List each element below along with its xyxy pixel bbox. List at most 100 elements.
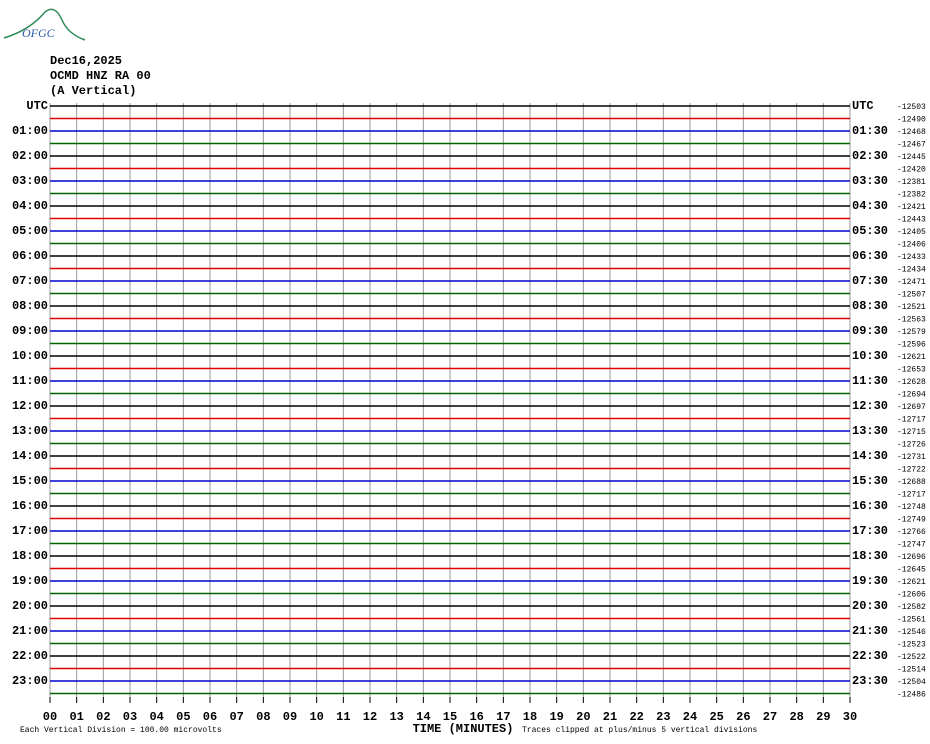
x-tick-label: 10 — [309, 710, 323, 724]
trace-offset: -12514 — [897, 666, 926, 675]
trace-offset: -12582 — [897, 603, 926, 612]
left-time-label: 23:00 — [12, 674, 48, 688]
right-time-label: 16:30 — [852, 499, 888, 513]
left-time-label: 16:00 — [12, 499, 48, 513]
right-time-label: 15:30 — [852, 474, 888, 488]
trace-offset: -12696 — [897, 553, 926, 562]
trace-offset: -12433 — [897, 253, 926, 262]
trace-offset: -12434 — [897, 266, 926, 275]
right-time-label: UTC — [852, 99, 874, 113]
left-time-label: 17:00 — [12, 524, 48, 538]
left-time-label: 20:00 — [12, 599, 48, 613]
trace-offset: -12694 — [897, 391, 926, 400]
left-time-label: 04:00 — [12, 199, 48, 213]
trace-offset: -12722 — [897, 466, 926, 475]
scale-note: Each Vertical Division = 100.00 microvol… — [20, 726, 222, 735]
x-tick-label: 23 — [656, 710, 670, 724]
trace-offset: -12749 — [897, 516, 926, 525]
right-time-label: 18:30 — [852, 549, 888, 563]
trace-offset: -12688 — [897, 478, 926, 487]
x-tick-label: 17 — [496, 710, 510, 724]
x-tick-label: 22 — [629, 710, 643, 724]
trace-offset: -12717 — [897, 491, 926, 500]
trace-offset: -12443 — [897, 216, 926, 225]
right-time-label: 19:30 — [852, 574, 888, 588]
left-time-label: 02:00 — [12, 149, 48, 163]
right-time-label: 07:30 — [852, 274, 888, 288]
trace-offset: -12606 — [897, 591, 926, 600]
right-time-label: 20:30 — [852, 599, 888, 613]
left-time-label: 09:00 — [12, 324, 48, 338]
trace-offset: -12731 — [897, 453, 926, 462]
trace-offset: -12697 — [897, 403, 926, 412]
right-time-label: 10:30 — [852, 349, 888, 363]
trace-offset: -12748 — [897, 503, 926, 512]
x-tick-label: 04 — [149, 710, 163, 724]
x-axis-label: TIME (MINUTES) — [413, 722, 514, 736]
trace-offset: -12726 — [897, 441, 926, 450]
right-time-label: 09:30 — [852, 324, 888, 338]
x-tick-label: 05 — [176, 710, 190, 724]
x-tick-label: 18 — [523, 710, 537, 724]
x-tick-label: 30 — [843, 710, 857, 724]
x-tick-label: 20 — [576, 710, 590, 724]
x-tick-label: 26 — [736, 710, 750, 724]
trace-offset: -12561 — [897, 616, 926, 625]
left-time-label: 19:00 — [12, 574, 48, 588]
trace-offset: -12503 — [897, 103, 926, 112]
right-time-label: 23:30 — [852, 674, 888, 688]
left-time-label: 10:00 — [12, 349, 48, 363]
trace-offset: -12523 — [897, 641, 926, 650]
x-tick-label: 28 — [789, 710, 803, 724]
left-time-label: 07:00 — [12, 274, 48, 288]
trace-offset: -12382 — [897, 191, 926, 200]
trace-offset: -12467 — [897, 141, 926, 150]
trace-offset: -12421 — [897, 203, 926, 212]
trace-offset: -12653 — [897, 366, 926, 375]
x-tick-label: 24 — [683, 710, 697, 724]
trace-offset: -12628 — [897, 378, 926, 387]
trace-offset: -12405 — [897, 228, 926, 237]
x-tick-label: 00 — [43, 710, 57, 724]
x-tick-label: 06 — [203, 710, 217, 724]
left-time-label: 12:00 — [12, 399, 48, 413]
right-time-label: 14:30 — [852, 449, 888, 463]
right-time-label: 04:30 — [852, 199, 888, 213]
left-time-label: 21:00 — [12, 624, 48, 638]
trace-offset: -12645 — [897, 566, 926, 575]
right-time-label: 05:30 — [852, 224, 888, 238]
trace-offset: -12381 — [897, 178, 926, 187]
left-time-label: 05:00 — [12, 224, 48, 238]
trace-offset: -12406 — [897, 241, 926, 250]
trace-offset: -12522 — [897, 653, 926, 662]
x-tick-label: 27 — [763, 710, 777, 724]
left-time-label: 13:00 — [12, 424, 48, 438]
left-time-label: 11:00 — [12, 374, 48, 388]
right-time-label: 22:30 — [852, 649, 888, 663]
x-tick-label: 03 — [123, 710, 137, 724]
x-tick-label: 21 — [603, 710, 617, 724]
x-tick-label: 07 — [229, 710, 243, 724]
trace-offset: -12621 — [897, 353, 926, 362]
x-tick-label: 12 — [363, 710, 377, 724]
trace-offset: -12596 — [897, 341, 926, 350]
right-time-label: 08:30 — [852, 299, 888, 313]
trace-offset: -12490 — [897, 116, 926, 125]
trace-offset: -12546 — [897, 628, 926, 637]
x-tick-label: 08 — [256, 710, 270, 724]
left-time-label: 01:00 — [12, 124, 48, 138]
left-time-label: 15:00 — [12, 474, 48, 488]
date: Dec16,2025 — [50, 54, 122, 68]
x-tick-label: 29 — [816, 710, 830, 724]
right-time-label: 11:30 — [852, 374, 888, 388]
x-tick-label: 09 — [283, 710, 297, 724]
right-time-label: 06:30 — [852, 249, 888, 263]
trace-offset: -12747 — [897, 541, 926, 550]
clip-note: Traces clipped at plus/minus 5 vertical … — [522, 726, 757, 735]
x-tick-label: 25 — [709, 710, 723, 724]
right-time-label: 01:30 — [852, 124, 888, 138]
left-time-label: 18:00 — [12, 549, 48, 563]
left-time-label: 03:00 — [12, 174, 48, 188]
trace-offset: -12717 — [897, 416, 926, 425]
